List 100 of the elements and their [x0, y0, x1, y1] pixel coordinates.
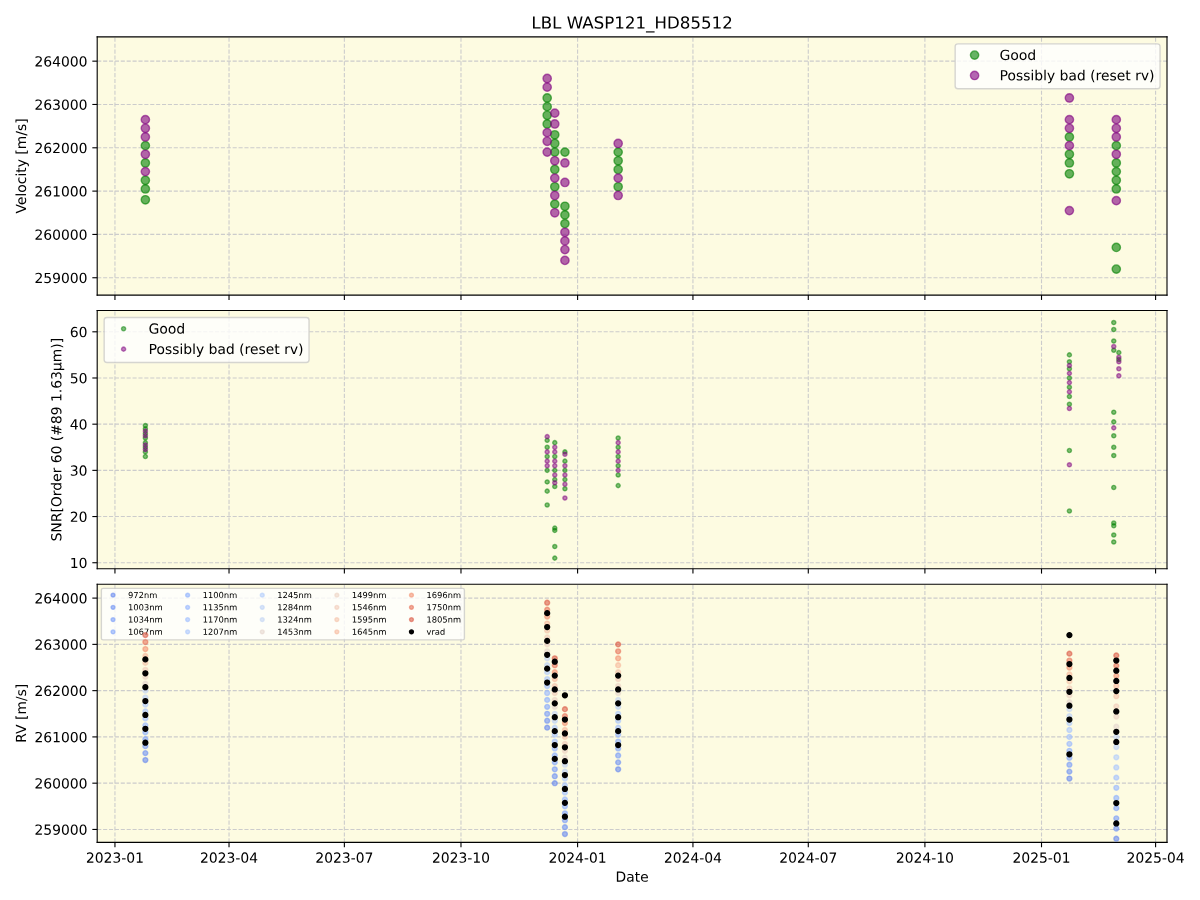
point	[1110, 539, 1117, 545]
point	[561, 716, 569, 723]
y-tick-label: 259000	[35, 824, 87, 835]
point	[560, 201, 570, 212]
point	[552, 458, 558, 464]
point	[1113, 754, 1120, 761]
y-tick-label: 263000	[35, 639, 87, 650]
legend-label: 1499nm	[352, 591, 386, 599]
y-tick-label: 262000	[35, 685, 87, 697]
y-tick-label: 264000	[35, 56, 87, 67]
point	[549, 119, 560, 129]
point	[561, 771, 569, 779]
legend-label: 1324nm	[278, 616, 312, 623]
point	[561, 830, 569, 838]
point	[1110, 319, 1117, 326]
legend-label: 1135nm	[203, 604, 237, 611]
point	[560, 255, 570, 266]
point	[544, 637, 551, 645]
point	[1111, 175, 1122, 186]
y-axis-title: SNR[Order 60 (#89 1.63μm)]	[50, 339, 65, 541]
legend-label: vrad	[426, 628, 445, 635]
point	[1064, 132, 1075, 142]
point	[552, 467, 558, 474]
legend-label: 1067nm	[128, 628, 162, 635]
point	[549, 181, 560, 192]
point	[561, 785, 569, 793]
y-tick-label: 30	[70, 465, 87, 476]
point	[615, 435, 621, 441]
point	[551, 741, 558, 749]
point	[1113, 677, 1120, 685]
point	[1113, 693, 1120, 700]
point	[1113, 662, 1120, 669]
y-axis-title: Velocity [m/s]	[15, 119, 29, 214]
point	[615, 641, 622, 648]
x-tick-label: 2024-07	[780, 852, 837, 863]
point	[562, 458, 568, 464]
legend-label: 1170nm	[203, 616, 237, 623]
point	[560, 227, 570, 238]
point	[1113, 738, 1120, 746]
y-tick-label: 260000	[35, 778, 87, 789]
point	[1111, 264, 1122, 274]
point	[1111, 132, 1122, 142]
point	[1110, 425, 1117, 431]
point	[615, 686, 622, 693]
legend-label: Good	[1000, 49, 1035, 61]
point	[1066, 405, 1073, 412]
point	[1113, 784, 1120, 791]
point	[1111, 158, 1122, 168]
point	[142, 645, 149, 653]
point	[542, 147, 553, 157]
point	[544, 479, 550, 485]
point	[1110, 452, 1117, 459]
point	[544, 502, 550, 508]
legend-label: 1595nm	[352, 616, 386, 623]
point	[560, 158, 570, 168]
x-tick-label: 2024-04	[664, 852, 722, 863]
y-tick-label: 259000	[35, 272, 87, 284]
point	[1066, 726, 1073, 734]
point	[1113, 708, 1120, 715]
point	[615, 752, 622, 759]
point	[140, 123, 151, 134]
point	[1113, 805, 1120, 812]
point	[615, 439, 621, 446]
point	[140, 149, 151, 160]
point	[1113, 667, 1120, 674]
y-tick-label: 60	[70, 326, 87, 338]
point	[1066, 393, 1073, 400]
point	[1113, 713, 1120, 720]
point	[140, 166, 151, 177]
y-tick-label: 264000	[35, 593, 87, 604]
point	[140, 194, 151, 205]
point	[544, 449, 550, 455]
point	[1110, 484, 1117, 491]
point	[560, 147, 570, 157]
point	[615, 766, 622, 773]
point	[551, 773, 558, 780]
point	[552, 449, 558, 455]
point	[562, 467, 568, 474]
point	[551, 686, 558, 693]
point	[544, 679, 551, 686]
point	[613, 190, 624, 201]
point	[1064, 114, 1075, 125]
point	[1113, 764, 1120, 771]
point	[140, 132, 151, 142]
point	[1066, 462, 1073, 468]
point	[1066, 389, 1073, 395]
point	[1113, 794, 1120, 802]
y-tick-label: 40	[70, 419, 87, 430]
point	[1064, 123, 1075, 134]
point	[1113, 652, 1120, 659]
point	[562, 481, 568, 487]
point	[142, 756, 149, 764]
point	[544, 703, 551, 710]
point	[140, 158, 151, 168]
point	[544, 599, 551, 606]
legend-label: 1453nm	[278, 628, 312, 635]
point	[551, 755, 558, 763]
point	[1064, 168, 1075, 179]
point	[615, 482, 621, 489]
y-tick-label: 261000	[35, 731, 87, 743]
